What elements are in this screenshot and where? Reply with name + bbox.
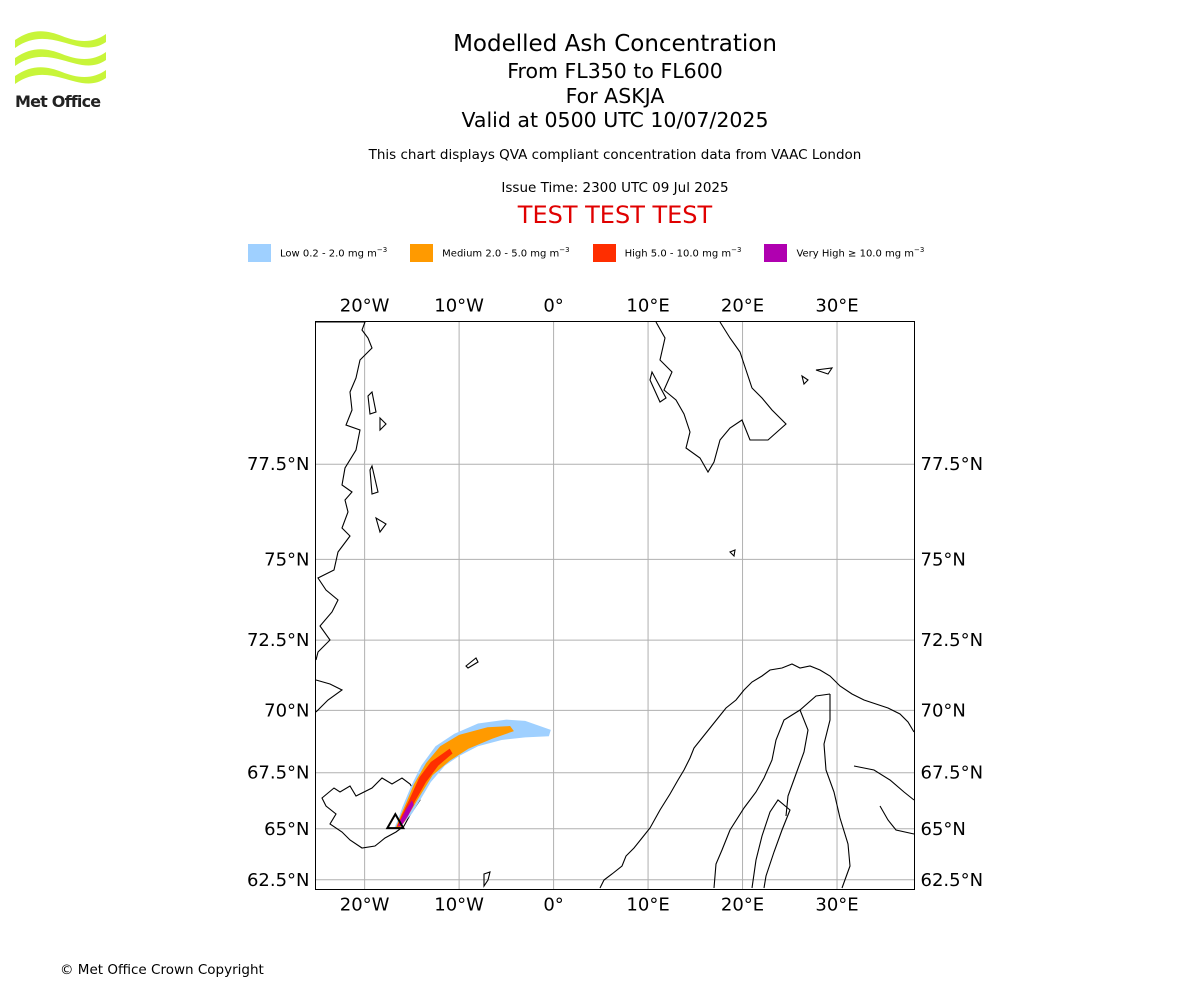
- island-greenland-coast-1: [367, 390, 377, 415]
- concentration-legend: Low 0.2 - 2.0 mg m−3 Medium 2.0 - 5.0 mg …: [248, 244, 947, 262]
- legend-swatch: [410, 244, 434, 262]
- coastline-norway: [599, 663, 915, 889]
- lon-label-top: 20°E: [721, 296, 764, 317]
- island-faroe: [483, 871, 491, 888]
- lat-label-left: 77.5°N: [247, 454, 310, 475]
- legend-swatch: [764, 244, 788, 262]
- volcano-name: For ASKJA: [565, 83, 665, 108]
- legend-swatch: [592, 244, 616, 262]
- island-greenland-coast-3: [369, 464, 379, 495]
- lat-label-right: 75°N: [921, 549, 966, 570]
- valid-time: Valid at 0500 UTC 10/07/2025: [461, 108, 769, 132]
- legend-label: High 5.0 - 10.0 mg m−3: [624, 246, 742, 260]
- island-svalbard-west: [649, 370, 667, 403]
- lat-label-left: 70°N: [264, 700, 309, 721]
- lat-label-left: 67.5°N: [247, 763, 310, 784]
- lon-label-top: 0°: [543, 296, 563, 317]
- graticule: [315, 321, 915, 890]
- lat-label-right: 72.5°N: [921, 630, 984, 651]
- lat-label-right: 62.5°N: [921, 870, 984, 891]
- met-office-logo-text: Met Office: [15, 92, 101, 111]
- volcano-marker-icon: [385, 812, 406, 830]
- coastline-white-sea: [879, 805, 915, 835]
- border-sweden-finland: [785, 709, 809, 817]
- lat-label-left: 62.5°N: [247, 870, 310, 891]
- coastlines: [315, 321, 915, 889]
- volcano-marker-group: [385, 812, 406, 830]
- lon-label-bottom: 30°E: [815, 895, 858, 916]
- coastline-greenland-south: [315, 679, 344, 713]
- island-greenland-coast-4: [375, 516, 387, 534]
- lon-label-top: 10°E: [626, 296, 669, 317]
- lat-label-right: 70°N: [921, 700, 966, 721]
- flight-level-range: From FL350 to FL600: [507, 59, 723, 83]
- coastline-svalbard: [655, 321, 787, 474]
- axis-labels: 20°W 20°W 10°W 10°W 0° 0° 10°E 10°E 20°E 20°E 30°E…: [247, 296, 983, 916]
- copyright-notice: © Met Office Crown Copyright: [60, 962, 264, 978]
- lon-label-top: 10°W: [434, 296, 484, 317]
- met-office-waves-icon: [15, 31, 106, 84]
- lon-label-bottom: 0°: [543, 895, 563, 916]
- issue-time: Issue Time: 2300 UTC 09 Jul 2025: [501, 179, 729, 196]
- lon-label-top: 30°E: [815, 296, 858, 317]
- legend-swatch: [248, 244, 271, 262]
- island-kvitoya: [801, 374, 809, 386]
- logo-wave: [15, 49, 106, 66]
- test-banner: TEST TEST TEST: [517, 200, 713, 229]
- lat-label-left: 75°N: [264, 549, 309, 570]
- met-office-logo: Met Office: [12, 28, 112, 114]
- island-jan-mayen: [465, 657, 479, 669]
- lat-label-left: 65°N: [264, 819, 309, 840]
- legend-item: Medium 2.0 - 5.0 mg m−3: [410, 244, 592, 262]
- logo-wave: [15, 31, 106, 48]
- lon-label-bottom: 20°W: [340, 895, 390, 916]
- lat-label-left: 72.5°N: [247, 630, 310, 651]
- lon-label-bottom: 20°E: [721, 895, 764, 916]
- island-kong-karls-land: [815, 367, 834, 375]
- chart-titles: Modelled Ash Concentration From FL350 to…: [315, 30, 915, 229]
- lon-label-bottom: 10°E: [626, 895, 669, 916]
- lon-label-top: 20°W: [340, 296, 390, 317]
- page-title: Modelled Ash Concentration: [453, 31, 777, 57]
- map-frame: [315, 321, 915, 890]
- legend-item: Low 0.2 - 2.0 mg m−3: [248, 244, 410, 262]
- ash-region-very-high: [397, 800, 414, 827]
- lon-label-bottom: 10°W: [434, 895, 484, 916]
- lat-label-right: 67.5°N: [921, 763, 984, 784]
- coastline-greenland: [315, 321, 373, 661]
- coastline-kola: [853, 765, 915, 801]
- lat-label-right: 65°N: [921, 819, 966, 840]
- coastline-gulf-of-bothnia: [751, 799, 791, 889]
- qva-note: This chart displays QVA compliant concen…: [368, 146, 862, 163]
- legend-label: Medium 2.0 - 5.0 mg m−3: [442, 246, 570, 260]
- lat-label-right: 77.5°N: [921, 454, 984, 475]
- island-greenland-coast-2: [379, 416, 387, 432]
- logo-wave: [15, 67, 106, 84]
- island-bjornoya: [729, 549, 736, 558]
- ash-plume: [393, 719, 551, 829]
- legend-label: Low 0.2 - 2.0 mg m−3: [280, 246, 388, 260]
- ash-region-medium: [395, 726, 514, 828]
- border-finland-russia: [823, 694, 851, 889]
- legend-label: Very High ≥ 10.0 mg m−3: [796, 246, 925, 260]
- legend-item: High 5.0 - 10.0 mg m−3: [592, 244, 765, 262]
- legend-item: Very High ≥ 10.0 mg m−3: [764, 244, 947, 262]
